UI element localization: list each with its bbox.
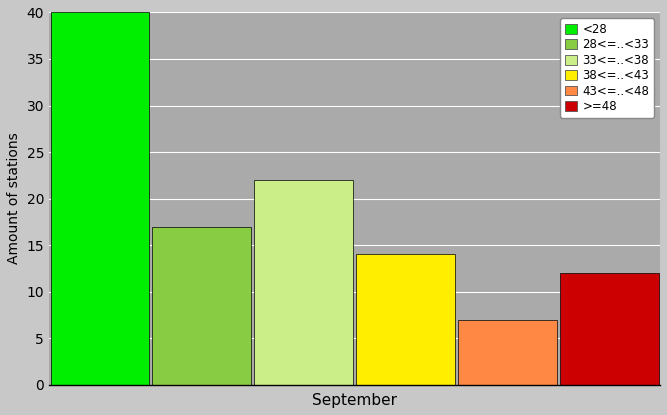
X-axis label: September: September xyxy=(312,393,397,408)
Bar xyxy=(254,180,353,385)
Bar xyxy=(152,227,251,385)
Bar xyxy=(560,273,658,385)
Legend: <28, 28<=..<33, 33<=..<38, 38<=..<43, 43<=..<48, >=48: <28, 28<=..<33, 33<=..<38, 38<=..<43, 43… xyxy=(560,18,654,117)
Bar xyxy=(458,320,557,385)
Bar xyxy=(356,254,455,385)
Y-axis label: Amount of stations: Amount of stations xyxy=(7,133,21,264)
Bar xyxy=(51,12,149,385)
